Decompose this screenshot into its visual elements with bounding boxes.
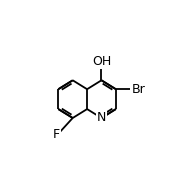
- Text: F: F: [53, 127, 60, 140]
- Text: N: N: [97, 111, 106, 124]
- Text: Br: Br: [132, 83, 145, 96]
- Text: OH: OH: [92, 55, 111, 68]
